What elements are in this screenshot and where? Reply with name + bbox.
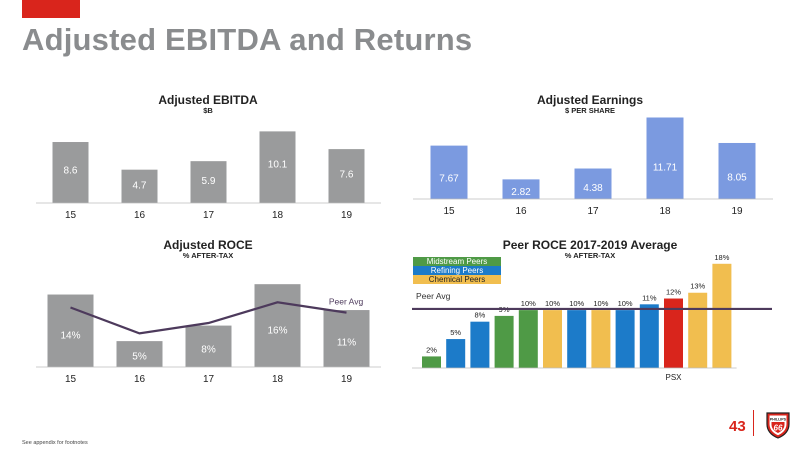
legend-refining: Refining Peers: [413, 266, 501, 275]
peer-bar-value-label: 18%: [714, 253, 729, 262]
footnote: See appendix for footnotes: [22, 440, 88, 446]
page-title: Adjusted EBITDA and Returns: [22, 22, 473, 57]
roce-chart: 14% 15 5% 16 8% 17 16% 18 11% 19 Peer Avg: [36, 284, 381, 385]
bar-value-label: 4.7: [133, 181, 147, 192]
peer-bar-value-label: 10%: [521, 299, 536, 308]
bar-value-label: 7.6: [340, 169, 354, 180]
ebitda-chart-subtitle: $B: [203, 106, 213, 115]
x-tick-label: 15: [65, 210, 77, 221]
peer-roce-chart: 2%5%8%9%10%10%10%10%10%11%12%PSX13%18%Pe…: [412, 253, 772, 382]
ebitda-chart-title: Adjusted EBITDA: [158, 93, 258, 107]
peer-bar-10: [639, 304, 659, 368]
bar-value-label: 8.05: [727, 173, 747, 184]
peer-bar-3: [470, 321, 490, 368]
bar-17: [574, 168, 612, 199]
brand-color-block: [22, 0, 80, 18]
bar-value-label: 2.82: [511, 187, 531, 198]
bar-value-label: 5%: [132, 351, 147, 362]
bar-value-label: 10.1: [268, 160, 288, 171]
peer-bar-value-label: 13%: [690, 282, 705, 291]
page-number: 43: [729, 418, 746, 435]
peer-bar-5: [518, 310, 538, 368]
x-tick-label: 19: [341, 210, 353, 221]
peer-avg-reference-label: Peer Avg: [416, 291, 451, 301]
peer-bar-9: [615, 310, 635, 368]
peer-bar-13: [712, 263, 732, 368]
bar-value-label: 11.71: [653, 162, 678, 173]
roce-chart-subtitle: % AFTER-TAX: [182, 251, 234, 260]
peer-bar-value-label: 11%: [642, 293, 657, 302]
peer-bar-value-label: 2%: [426, 345, 437, 354]
peer-bar-2: [446, 339, 466, 368]
peer-bar-1: [422, 356, 441, 368]
x-tick-label: 18: [272, 210, 284, 221]
x-tick-label-psx: PSX: [665, 373, 682, 382]
logo-text-num: 66: [774, 424, 783, 433]
x-tick-label: 17: [203, 210, 215, 221]
bar-18: [259, 131, 296, 203]
peer-avg-line: [70, 301, 347, 335]
bar-16: [116, 341, 163, 367]
logo-text-top: PHILLIPS: [770, 418, 787, 422]
bar-19: [328, 149, 365, 203]
bar-15: [430, 145, 468, 199]
peer-bar-value-label: 12%: [666, 288, 681, 297]
peer-bar-value-label: 10%: [618, 299, 633, 308]
x-tick-label: 16: [134, 374, 146, 385]
bar-16: [121, 169, 158, 203]
x-tick-label: 15: [443, 206, 455, 217]
peer-bar-4: [494, 315, 514, 368]
peer-bar-value-label: 8%: [474, 311, 485, 320]
bar-value-label: 7.67: [439, 174, 459, 185]
roce-chart-title: Adjusted ROCE: [163, 238, 253, 252]
peer-roce-chart-title: Peer ROCE 2017-2019 Average: [502, 238, 678, 252]
bar-17: [185, 325, 232, 367]
bar-value-label: 14%: [60, 330, 80, 341]
peer-avg-line-label: Peer Avg: [329, 297, 364, 307]
bar-18: [646, 117, 684, 199]
peer-bar-value-label: 10%: [593, 299, 608, 308]
legend-chemical: Chemical Peers: [413, 275, 501, 284]
peer-bar-11: [664, 298, 683, 368]
x-tick-label: 19: [341, 374, 353, 385]
bar-19: [718, 142, 756, 199]
bar-16: [502, 179, 540, 199]
bar-19: [323, 310, 370, 367]
earnings-chart-title: Adjusted Earnings: [536, 93, 643, 107]
peer-bar-6: [543, 310, 562, 368]
x-tick-label: 17: [587, 206, 599, 217]
x-tick-label: 16: [134, 210, 146, 221]
bar-15: [47, 294, 94, 367]
bar-value-label: 8.6: [64, 165, 78, 176]
x-tick-label: 19: [731, 206, 743, 217]
bar-18: [254, 284, 301, 367]
x-tick-label: 16: [515, 206, 527, 217]
peer-bar-12: [688, 292, 708, 368]
earnings-chart-subtitle: $ PER SHARE: [564, 106, 615, 115]
peer-roce-legend: Midstream Peers Refining Peers Chemical …: [413, 257, 501, 284]
bar-value-label: 8%: [201, 344, 216, 355]
bar-15: [52, 142, 89, 203]
x-tick-label: 18: [272, 374, 284, 385]
peer-bar-8: [591, 310, 611, 368]
bar-17: [190, 161, 227, 203]
bar-value-label: 11%: [337, 337, 356, 348]
x-tick-label: 17: [203, 374, 215, 385]
page-divider: [753, 410, 754, 436]
earnings-chart: 7.67 15 2.82 16 4.38 17 11.71 18 8.05 19: [413, 117, 773, 217]
peer-bar-value-label: 10%: [569, 299, 584, 308]
peer-bar-value-label: 10%: [545, 299, 560, 308]
phillips66-logo: PHILLIPS 66: [766, 412, 790, 439]
peer-roce-chart-subtitle: % AFTER-TAX: [564, 251, 616, 260]
peer-bar-7: [567, 310, 587, 368]
peer-bar-value-label: 5%: [450, 328, 461, 337]
ebitda-chart: 8.6 15 4.7 16 5.9 17 10.1 18 7.6 19: [36, 131, 381, 221]
x-tick-label: 18: [659, 206, 671, 217]
bar-value-label: 5.9: [202, 176, 216, 187]
bar-value-label: 4.38: [583, 183, 603, 194]
bar-value-label: 16%: [267, 326, 287, 337]
legend-midstream: Midstream Peers: [413, 257, 501, 266]
x-tick-label: 15: [65, 374, 77, 385]
